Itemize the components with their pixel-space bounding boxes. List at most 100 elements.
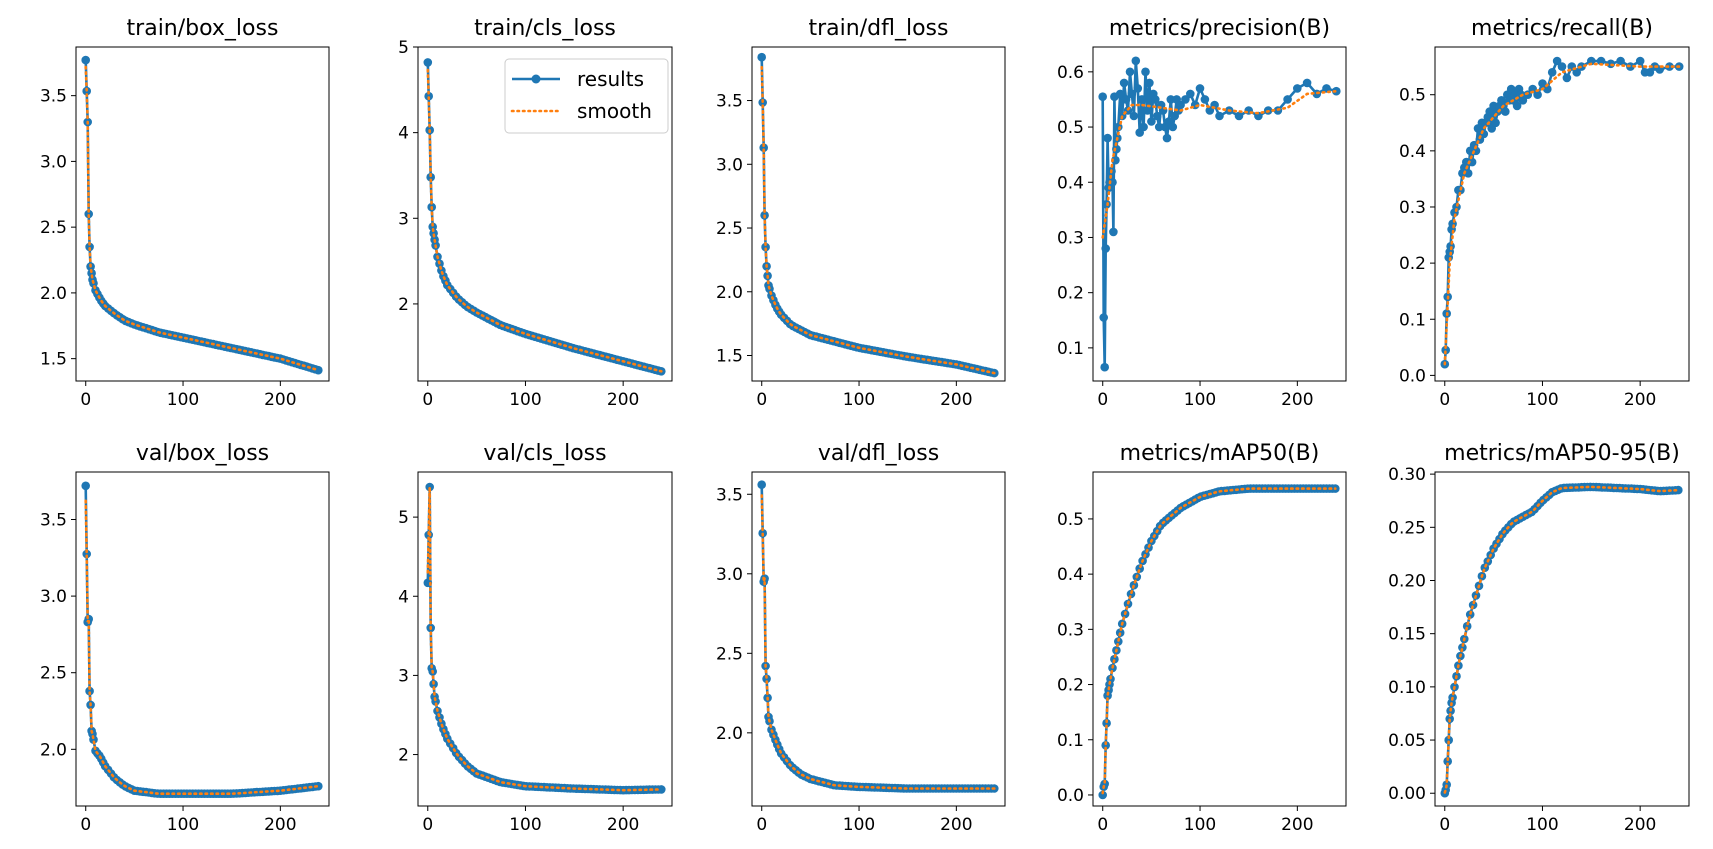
y-tick-label: 0.15: [1388, 625, 1426, 645]
y-tick-label: 3.5: [716, 92, 743, 112]
results-point: [82, 549, 91, 559]
x-tick-label: 0: [80, 815, 91, 835]
y-tick-label: 3: [398, 209, 409, 229]
results-point: [81, 55, 90, 65]
results-point: [1543, 84, 1552, 94]
results-point: [1126, 589, 1136, 599]
results-point: [1181, 95, 1190, 104]
results-line: [1101, 59, 1337, 369]
results-point: [1547, 68, 1557, 77]
y-tick-label: 0.3: [1057, 228, 1084, 248]
y-tick-label: 0.3: [1399, 198, 1426, 218]
results-line: [84, 485, 319, 796]
results-point: [1462, 621, 1472, 631]
x-tick-label: 100: [509, 815, 541, 835]
results-point: [1131, 56, 1141, 66]
results-point: [87, 268, 96, 278]
results-point: [314, 781, 323, 791]
results-point: [1101, 741, 1110, 750]
results-point: [1458, 643, 1467, 652]
results-point: [1139, 122, 1148, 132]
y-tick-label: 3.5: [40, 87, 67, 107]
y-tick-label: 0.1: [1057, 731, 1084, 751]
panel-title: metrics/recall(B): [1471, 16, 1653, 41]
smooth-line: [1443, 62, 1681, 366]
axes-frame: [751, 46, 1006, 382]
y-tick-label: 5: [398, 508, 409, 528]
x-tick-label: 100: [1184, 815, 1216, 835]
x-tick-label: 0: [756, 815, 767, 835]
panel-title: metrics/precision(B): [1109, 16, 1330, 41]
smooth-line: [84, 65, 320, 372]
panel-title: train/cls_loss: [474, 16, 616, 41]
y-tick-label: 2.0: [40, 740, 67, 760]
results-point: [85, 242, 94, 252]
results-point: [1137, 95, 1146, 104]
legend-box: [504, 58, 669, 134]
panel-title: metrics/mAP50-95(B): [1444, 441, 1680, 466]
y-tick-label: 1.5: [716, 347, 743, 367]
results-point: [1121, 95, 1131, 104]
results-point: [425, 482, 435, 492]
results-point: [657, 785, 666, 794]
results-point: [1302, 78, 1312, 88]
x-tick-label: 200: [1281, 390, 1313, 410]
y-tick-label: 0.30: [1388, 465, 1426, 485]
results-point: [1501, 107, 1510, 116]
panel-title: train/box_loss: [127, 16, 279, 41]
results-point: [1129, 111, 1139, 121]
y-tick-label: 2.5: [716, 219, 743, 239]
x-tick-label: 0: [422, 390, 433, 410]
y-tick-label: 0.2: [1057, 676, 1084, 696]
results-point: [1200, 95, 1210, 104]
results-point: [1528, 84, 1537, 94]
y-tick-label: 0.0: [1057, 786, 1084, 806]
x-tick-label: 100: [509, 390, 541, 410]
y-tick-label: 0.05: [1388, 731, 1426, 751]
smooth-line: [760, 494, 996, 790]
results-point: [1100, 779, 1109, 789]
x-tick-label: 200: [607, 815, 639, 835]
x-tick-label: 100: [1526, 390, 1558, 410]
results-point: [1215, 111, 1224, 121]
results-point: [1100, 362, 1109, 372]
axes-frame: [751, 471, 1006, 807]
results-point: [429, 229, 438, 238]
y-tick-label: 1.5: [40, 350, 67, 370]
results-point: [759, 143, 768, 152]
results-point: [1098, 790, 1107, 800]
results-point: [1596, 56, 1606, 66]
y-tick-label: 2.5: [40, 218, 67, 238]
axes-frame: [417, 471, 673, 807]
y-tick-label: 0.0: [1399, 366, 1426, 386]
results-point: [428, 222, 438, 232]
results-point: [1151, 95, 1160, 104]
y-tick-label: 2.0: [716, 724, 743, 744]
results-point: [1141, 67, 1150, 77]
results-point: [1665, 62, 1674, 71]
results-point: [1444, 735, 1453, 745]
panel-title: val/box_loss: [136, 441, 269, 466]
smooth-line: [1443, 485, 1680, 794]
results-point: [1293, 84, 1302, 93]
results-point: [1468, 600, 1478, 610]
results-point: [1443, 757, 1452, 766]
x-tick-label: 200: [607, 390, 639, 410]
results-point: [1168, 122, 1178, 132]
results-point: [89, 735, 98, 744]
panel-2: train/cls_loss 0 100 200 2 3 4 5 results smooth: [398, 16, 673, 410]
results-point: [1111, 155, 1120, 165]
x-tick-label: 200: [1281, 815, 1313, 835]
y-tick-label: 0.6: [1057, 63, 1084, 83]
y-tick-label: 2.0: [40, 284, 67, 304]
panel-4: metrics/precision(B) 0 100 200 0.1 0.2 0.3 0.4 0…: [1057, 16, 1347, 410]
y-tick-label: 0.1: [1399, 310, 1426, 330]
results-point: [1119, 78, 1129, 88]
results-point: [761, 242, 770, 252]
panel-10: metrics/mAP50-95(B) 0 100 200 0.00 0.05 0.10 0.…: [1388, 441, 1690, 835]
results-point: [1674, 485, 1683, 495]
y-tick-label: 0.2: [1057, 284, 1084, 304]
results-point: [1127, 89, 1137, 99]
results-point: [1147, 117, 1156, 126]
x-tick-label: 0: [1097, 390, 1108, 410]
